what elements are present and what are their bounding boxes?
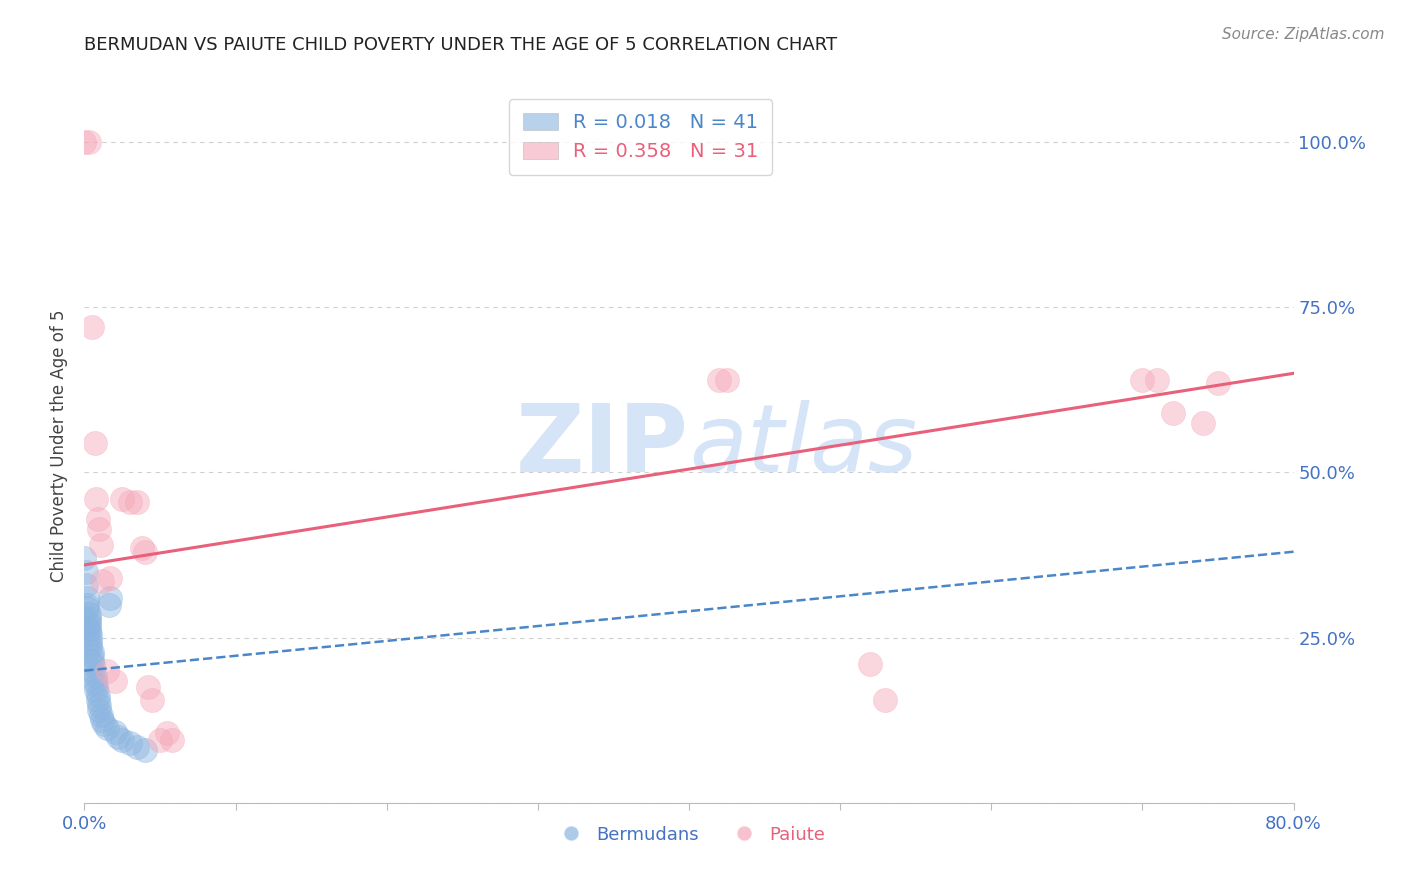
Text: ZIP: ZIP bbox=[516, 400, 689, 492]
Point bbox=[77, 135, 100, 149]
Point bbox=[1146, 373, 1168, 387]
Point bbox=[84, 669, 107, 683]
Point bbox=[80, 320, 103, 334]
Point bbox=[91, 713, 114, 727]
Point bbox=[1130, 373, 1153, 387]
Point bbox=[91, 574, 114, 589]
Point bbox=[73, 551, 96, 566]
Point bbox=[89, 703, 111, 717]
Point bbox=[89, 698, 111, 712]
Point bbox=[77, 621, 100, 635]
Point bbox=[82, 664, 104, 678]
Point bbox=[77, 624, 100, 638]
Point bbox=[1192, 416, 1215, 430]
Text: atlas: atlas bbox=[689, 401, 917, 491]
Point bbox=[98, 591, 121, 605]
Point bbox=[86, 683, 108, 698]
Point bbox=[134, 743, 156, 757]
Point bbox=[118, 736, 141, 750]
Point bbox=[87, 692, 110, 706]
Point bbox=[86, 491, 108, 506]
Point bbox=[77, 611, 100, 625]
Point bbox=[149, 733, 172, 747]
Point bbox=[90, 707, 112, 722]
Point bbox=[77, 614, 100, 628]
Point bbox=[90, 538, 112, 552]
Point bbox=[160, 733, 183, 747]
Point bbox=[96, 721, 118, 735]
Point bbox=[77, 617, 100, 632]
Text: Source: ZipAtlas.com: Source: ZipAtlas.com bbox=[1222, 27, 1385, 42]
Point bbox=[84, 435, 107, 450]
Point bbox=[93, 716, 115, 731]
Point bbox=[716, 373, 738, 387]
Point bbox=[104, 673, 127, 688]
Point bbox=[76, 600, 98, 615]
Point bbox=[75, 565, 97, 579]
Point bbox=[79, 627, 101, 641]
Legend: Bermudans, Paiute: Bermudans, Paiute bbox=[546, 819, 832, 851]
Point bbox=[87, 511, 110, 525]
Point bbox=[104, 725, 127, 739]
Point bbox=[709, 373, 731, 387]
Y-axis label: Child Poverty Under the Age of 5: Child Poverty Under the Age of 5 bbox=[51, 310, 69, 582]
Point bbox=[98, 571, 121, 585]
Point bbox=[118, 495, 141, 509]
Point bbox=[77, 607, 100, 622]
Point bbox=[859, 657, 882, 671]
Point bbox=[111, 733, 134, 747]
Point bbox=[80, 649, 103, 664]
Point bbox=[79, 632, 101, 646]
Point bbox=[127, 495, 149, 509]
Point bbox=[136, 680, 159, 694]
Point bbox=[134, 545, 156, 559]
Point bbox=[875, 693, 897, 707]
Point bbox=[107, 730, 129, 744]
Point bbox=[127, 739, 149, 754]
Point bbox=[75, 578, 97, 592]
Point bbox=[111, 491, 134, 506]
Point bbox=[82, 658, 104, 673]
Point bbox=[79, 640, 101, 654]
Point bbox=[76, 598, 98, 612]
Point bbox=[1206, 376, 1229, 391]
Point bbox=[141, 693, 163, 707]
Point bbox=[86, 678, 108, 692]
Point bbox=[80, 645, 103, 659]
Point bbox=[76, 591, 98, 605]
Point bbox=[73, 135, 96, 149]
Point bbox=[89, 522, 111, 536]
Point bbox=[80, 654, 103, 668]
Point bbox=[84, 673, 107, 688]
Point bbox=[87, 688, 110, 702]
Text: BERMUDAN VS PAIUTE CHILD POVERTY UNDER THE AGE OF 5 CORRELATION CHART: BERMUDAN VS PAIUTE CHILD POVERTY UNDER T… bbox=[84, 36, 838, 54]
Point bbox=[156, 726, 179, 740]
Point bbox=[1161, 406, 1184, 420]
Point bbox=[97, 598, 120, 612]
Point bbox=[96, 664, 118, 678]
Point bbox=[79, 636, 101, 650]
Point bbox=[131, 541, 153, 556]
